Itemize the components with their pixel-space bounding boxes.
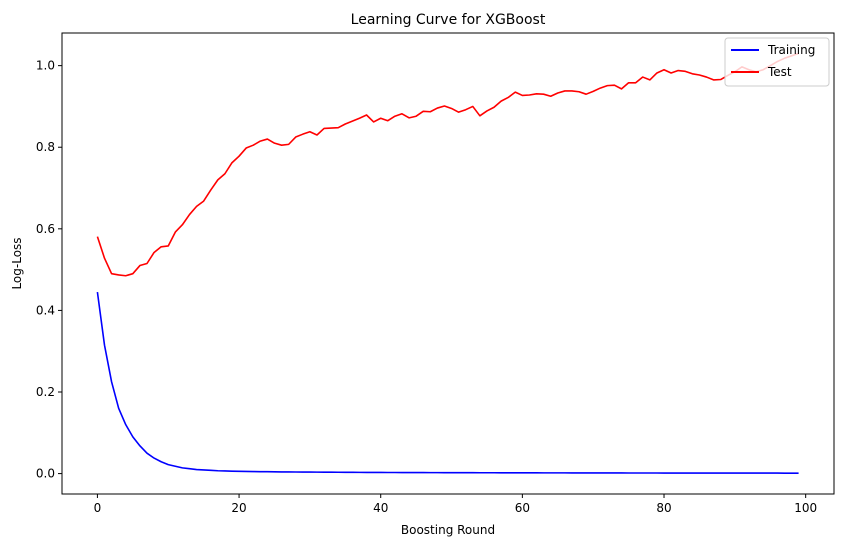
y-tick-label: 0.4 [36,303,55,317]
series-line-training [96,291,799,474]
y-tick-label: 0.8 [36,140,55,154]
x-axis-label: Boosting Round [401,523,495,537]
y-tick-label: 1.0 [36,59,55,73]
plot-area [62,33,834,494]
x-tick-label: 40 [373,501,388,515]
x-tick-label: 80 [656,501,671,515]
series-layer [96,52,799,474]
y-axis-ticks: 0.0 0.2 0.4 0.6 0.8 1.0 [36,59,62,481]
x-axis-ticks: 0 20 40 60 80 100 [94,494,817,515]
y-axis-label: Log-Loss [10,237,24,289]
legend-label-training: Training [767,43,815,57]
plot-border [61,32,835,495]
legend: Training Test [724,37,830,87]
chart-title: Learning Curve for XGBoost [351,12,546,28]
x-tick-label: 20 [231,501,246,515]
x-tick-label: 0 [94,501,102,515]
x-tick-label: 100 [794,501,817,515]
y-tick-label: 0.6 [36,222,55,236]
x-tick-label: 60 [515,501,530,515]
y-tick-label: 0.2 [36,385,55,399]
series-line-test [96,52,799,277]
legend-label-test: Test [767,65,792,79]
y-tick-label: 0.0 [36,467,55,481]
